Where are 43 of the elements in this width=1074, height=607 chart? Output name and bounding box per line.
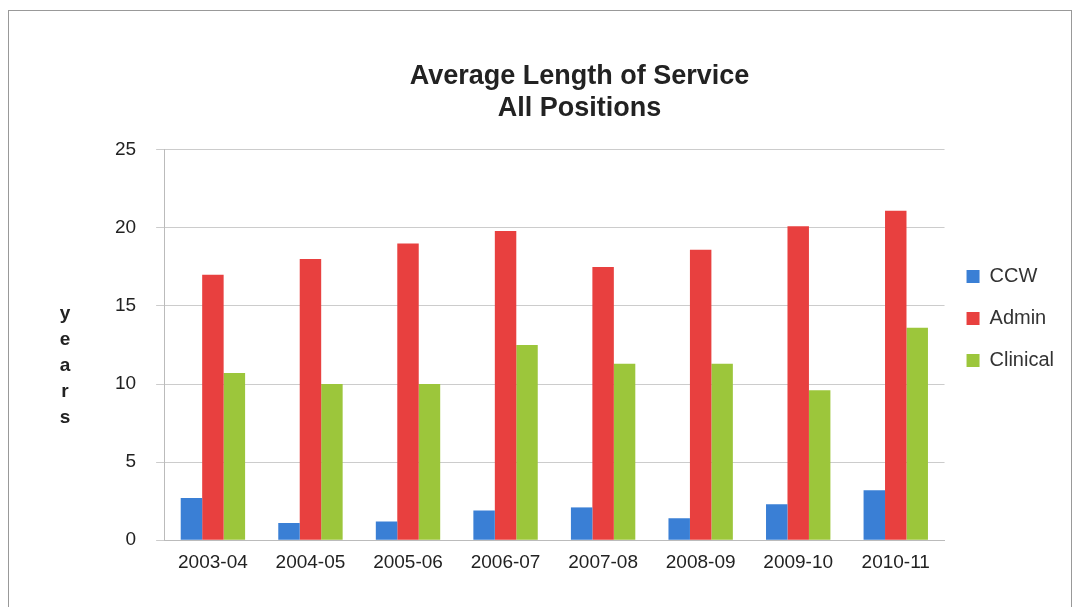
x-tick-label: 2003-04: [178, 550, 249, 572]
x-tick-label: 2006-07: [470, 550, 541, 572]
bar: [689, 249, 712, 540]
y-tick-label: 25: [114, 138, 137, 160]
bar: [473, 510, 495, 540]
bar: [278, 523, 300, 540]
y-axis-title: years: [58, 301, 72, 429]
bar: [494, 231, 517, 540]
bar: [863, 490, 886, 540]
bar: [787, 226, 809, 540]
x-tick-label: 2005-06: [373, 550, 443, 572]
bar: [668, 518, 690, 540]
bar: [885, 210, 907, 540]
bar: [570, 507, 593, 540]
y-tick-label: 5: [125, 450, 137, 472]
x-tick-label: 2008-09: [665, 550, 736, 572]
bar: [397, 243, 419, 540]
bar: [592, 266, 614, 540]
y-tick-label: 0: [125, 528, 137, 550]
bar: [613, 363, 636, 540]
bar: [375, 521, 398, 540]
bar: [180, 498, 203, 540]
y-tick-label: 20: [114, 216, 137, 238]
bar: [321, 384, 343, 540]
bar: [711, 363, 733, 540]
bar: [808, 390, 831, 540]
y-tick-label: 15: [114, 294, 137, 316]
bar: [516, 345, 538, 540]
legend-label: Clinical: [989, 348, 1055, 371]
x-tick-label: 2009-10: [763, 550, 834, 572]
bar: [906, 327, 928, 540]
x-tick-label: 2007-08: [568, 550, 638, 572]
bar: [202, 274, 224, 540]
legend-label: Admin: [989, 306, 1047, 329]
bar: [766, 504, 788, 540]
x-tick-label: 2010-11: [861, 550, 930, 572]
bar: [223, 373, 246, 540]
y-tick-label: 10: [114, 372, 137, 394]
bar: [299, 259, 322, 540]
bar: [418, 384, 441, 540]
x-tick-label: 2004-05: [275, 550, 346, 572]
chart-title: Average Length of Service All Positions: [409, 59, 750, 123]
legend-label: CCW: [989, 264, 1038, 287]
